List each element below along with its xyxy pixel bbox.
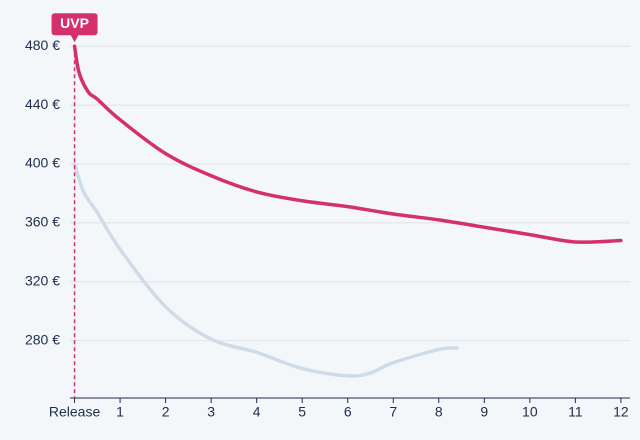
annotation-box	[51, 13, 98, 36]
x-tick-label: 9	[480, 404, 488, 420]
y-tick-label: 320 €	[25, 272, 60, 288]
annotation-pointer	[70, 34, 79, 43]
line-series	[72, 162, 459, 378]
y-tick-label: 360 €	[25, 214, 60, 230]
line-series	[72, 44, 623, 244]
annotation-label: UVP	[60, 15, 89, 31]
x-tick-label: 2	[162, 404, 170, 420]
y-tick-label: 400 €	[25, 155, 60, 171]
y-tick-label: 440 €	[25, 96, 60, 112]
x-tick-label: Release	[49, 404, 101, 420]
x-tick-label: 5	[298, 404, 306, 420]
y-tick-label: 480 €	[25, 37, 60, 53]
x-tick-label: 11	[568, 404, 583, 420]
x-tick-label: 6	[344, 404, 352, 420]
x-tick-label: 4	[253, 404, 261, 420]
x-tick-label: 8	[435, 404, 443, 420]
x-tick-label: 3	[207, 404, 215, 420]
x-tick-label: 12	[613, 404, 629, 420]
x-tick-label: 10	[522, 404, 538, 420]
x-tick-label: 7	[389, 404, 397, 420]
x-tick-label: 1	[116, 404, 124, 420]
y-tick-label: 280 €	[25, 331, 60, 347]
